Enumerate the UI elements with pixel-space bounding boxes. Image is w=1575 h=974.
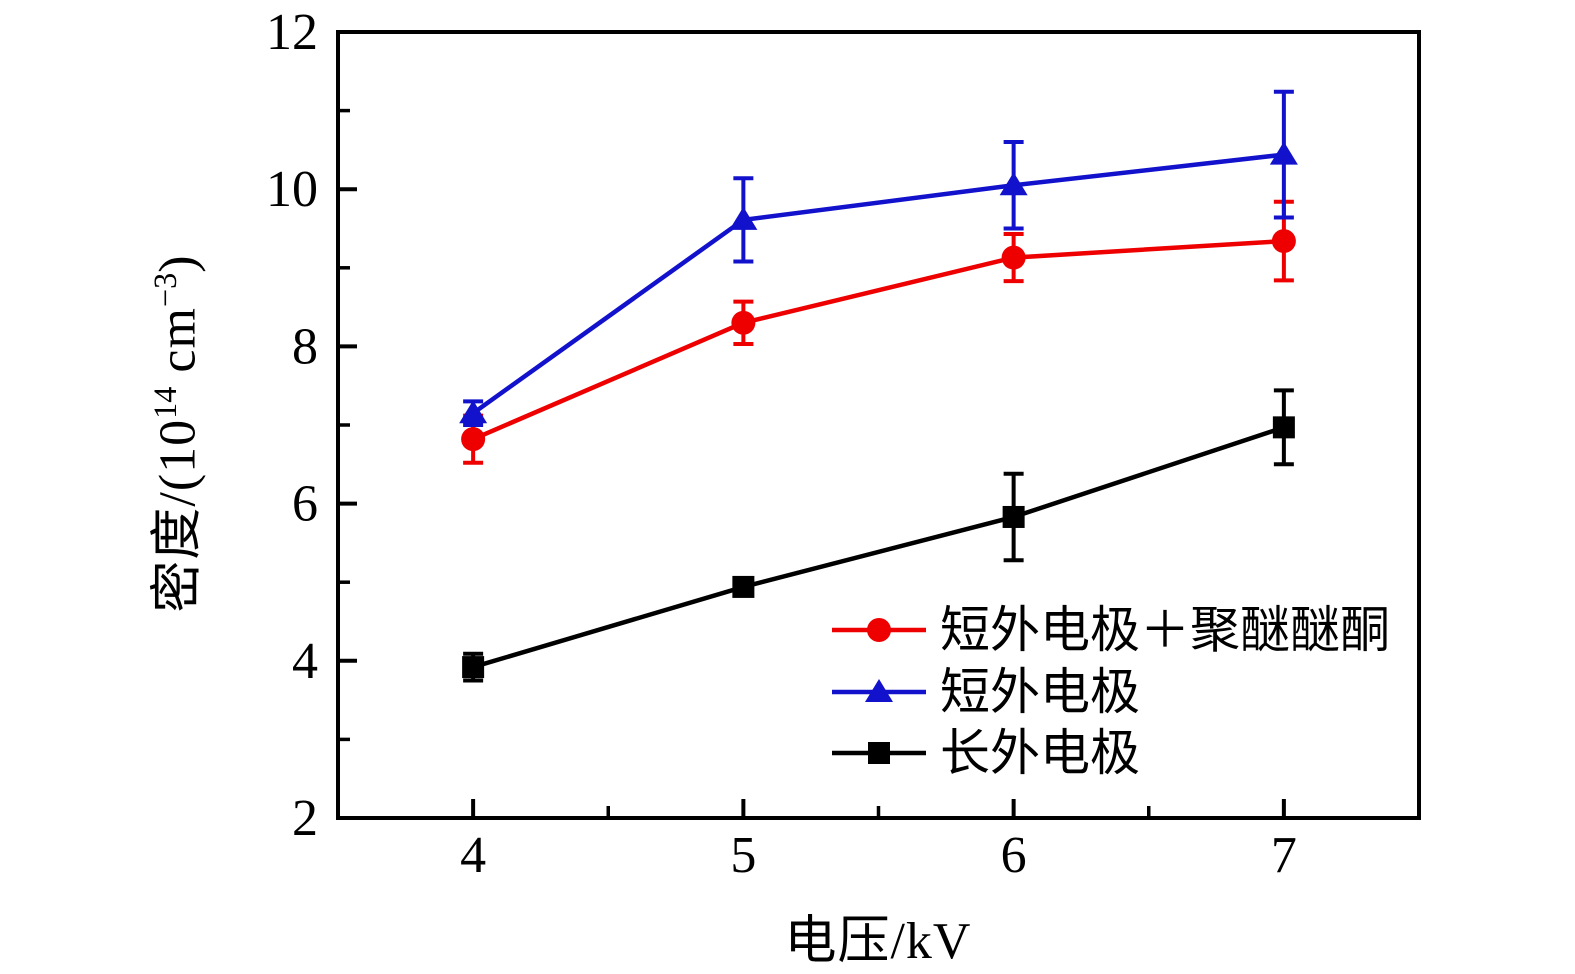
data-point-marker — [1271, 229, 1296, 254]
legend-marker-circle — [867, 618, 891, 642]
y-tick-label: 4 — [292, 633, 318, 690]
data-point-marker — [459, 400, 488, 424]
series-line — [471, 152, 1285, 416]
data-point-marker — [462, 656, 485, 679]
series-line — [472, 238, 1285, 442]
legend-label: 短外电极＋聚醚醚酮 — [940, 602, 1390, 658]
data-point-marker — [1002, 505, 1025, 528]
legend-label: 长外电极 — [940, 725, 1140, 781]
data-point-marker — [999, 172, 1028, 196]
series-line — [472, 425, 1285, 670]
data-point-marker — [732, 575, 755, 598]
y-tick-label: 8 — [292, 318, 318, 375]
data-point-marker — [731, 310, 756, 335]
y-tick-label: 6 — [292, 476, 318, 533]
x-tick-label: 5 — [730, 827, 756, 884]
x-tick-label: 7 — [1271, 827, 1297, 884]
data-point-marker — [1272, 416, 1295, 439]
plot-frame — [336, 30, 1421, 820]
x-axis-title: 电压/kV — [784, 913, 972, 970]
y-tick-label: 10 — [266, 161, 318, 218]
legend-marker-triangle — [865, 679, 893, 702]
y-tick-label: 2 — [292, 790, 318, 847]
legend-label: 短外电极 — [940, 664, 1140, 720]
data-point-marker — [461, 427, 486, 452]
legend-marker-square — [868, 742, 890, 764]
data-point-marker — [729, 206, 758, 230]
data-point-marker — [1269, 141, 1298, 165]
y-tick-label: 12 — [266, 4, 318, 61]
x-tick-label: 6 — [1001, 827, 1027, 884]
data-point-marker — [1001, 245, 1026, 270]
x-tick-label: 4 — [460, 827, 486, 884]
